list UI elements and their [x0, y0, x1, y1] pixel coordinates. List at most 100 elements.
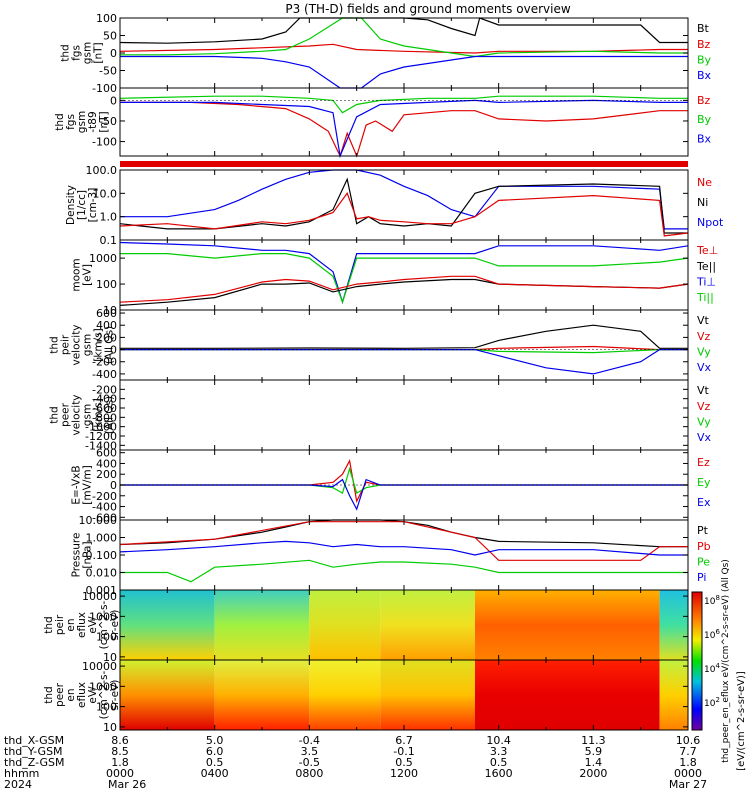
panel-peer-eflux: 10000 1000 100 10 thdpeerenefluxeV/(cm^2-s-s… — [43, 659, 689, 734]
y-tick-label: 0.1 — [100, 234, 118, 247]
y-tick-label: -200 — [92, 383, 117, 396]
y-axis-title-line: fgs — [65, 114, 77, 130]
heatmap-band — [309, 660, 381, 730]
y-tick-label: 10 — [103, 721, 117, 734]
y-axis-title-line: eflux — [76, 682, 88, 708]
x-axis-value: 0400 — [201, 767, 229, 780]
heatmap-band — [475, 590, 660, 660]
y-axis-title: thdfgsgsm[nT] — [60, 42, 105, 64]
x-axis-value: 7.7 — [679, 745, 697, 758]
series-Pb — [119, 521, 688, 561]
legend-Ex: Ex — [697, 496, 711, 509]
y-axis-title-line: gsm — [76, 111, 88, 133]
y-tick-label: -400 — [92, 368, 117, 381]
legend-Vy: Vy — [697, 345, 711, 358]
y-tick-label: 600 — [96, 447, 117, 460]
series-Pe — [120, 559, 688, 583]
legend-Ez: Ez — [697, 456, 710, 469]
y-tick-label: 10000 — [82, 590, 117, 603]
legend-Ti⊥: Ti⊥ — [696, 275, 716, 288]
x-axis-value: Mar 27 — [669, 778, 707, 791]
panel-frame — [119, 519, 689, 591]
y-axis-title-line: thd — [43, 616, 55, 633]
panel-peer-velocity: -200-400-600-800-1000-1200-1400 thdpeerve… — [49, 379, 712, 452]
y-tick-label: -100 — [92, 136, 117, 149]
panel-frame — [119, 239, 689, 311]
series-Ez — [120, 458, 688, 504]
colorbar-tick: 102 — [704, 696, 720, 709]
series-By — [119, 95, 688, 114]
legend-Ey: Ey — [697, 476, 711, 489]
x-row-label: thd_X-GSM — [4, 734, 64, 747]
y-tick-label: 50 — [103, 30, 117, 43]
x-axis-value: -0.5 — [299, 756, 320, 769]
quality-flag-bar — [120, 161, 688, 167]
y-axis-title: thdpeirenefluxeV/(cm^2-s-sr-eV) — [43, 600, 121, 649]
y-tick-label: -50 — [99, 115, 117, 128]
series-Ti|| — [120, 253, 689, 305]
x-axis-value: 1200 — [390, 767, 418, 780]
x-axis-value: 0000 — [106, 767, 134, 780]
y-axis-title: thdpeervelocitygsm[km/s](All Qs) — [49, 394, 116, 435]
heatmap-band — [214, 660, 310, 730]
y-tick-label: 0.010 — [86, 567, 118, 580]
colorbar-tick-exp: 8 — [715, 594, 719, 602]
y-tick-label: -600 — [92, 402, 117, 415]
y-axis-title-line: thd — [49, 406, 61, 423]
y-tick-label: -400 — [92, 393, 117, 406]
y-tick-label: 200 — [96, 331, 117, 344]
heatmap-band — [309, 590, 381, 660]
heatmap-band — [120, 590, 215, 660]
series-Ex — [120, 478, 688, 511]
legend-Vx: Vx — [697, 361, 712, 374]
y-tick-label: 100 — [96, 701, 117, 714]
y-axis-title-line: sr-eV) — [109, 680, 121, 711]
y-axis-title-line: moom — [71, 258, 83, 291]
y-tick-label: 0 — [110, 344, 117, 357]
y-tick-label: 10.000 — [79, 514, 118, 527]
legend-Pe: Pe — [697, 555, 710, 568]
x-axis-value: 0000 — [674, 767, 702, 780]
y-axis-title-line: eflux — [76, 612, 88, 638]
series-Ne — [119, 192, 689, 237]
y-tick-label: 10 — [103, 304, 117, 317]
x-axis-value: 0.5 — [206, 756, 224, 769]
legend-Vz: Vz — [697, 330, 711, 343]
x-axis-value: -0.4 — [299, 734, 320, 747]
panel-frame — [119, 17, 689, 89]
x-axis-value: 1.8 — [679, 756, 697, 769]
y-tick-label: -50 — [99, 65, 117, 78]
panel-frame — [119, 309, 689, 381]
legend-Ne: Ne — [697, 176, 712, 189]
y-axis-title-line: velocity — [71, 324, 83, 365]
panel-fgs: 100 50 0 -50 -100 thdfgsgsm[nT] Bt Bz By Bx — [60, 12, 712, 95]
y-axis-title-line: eV/ — [87, 686, 99, 704]
y-tick-label: 600 — [96, 307, 117, 320]
y-tick-label: 10.0 — [93, 187, 118, 200]
y-tick-label: -200 — [92, 356, 117, 369]
y-axis-title-line: en — [65, 618, 77, 631]
series-Bx — [120, 55, 688, 89]
legend-Bx: Bx — [697, 69, 712, 82]
panel-pressure: 10.0001.0000.1000.0100.001Pressure[nPa]P… — [71, 514, 711, 597]
x-axis-value: 8.6 — [111, 734, 129, 747]
series-Bz — [119, 43, 688, 54]
y-axis-title-line: [nT] — [93, 42, 105, 63]
y-axis-title: E=-VxB[mV/m] — [71, 465, 94, 504]
panel-frame — [119, 87, 689, 157]
y-tick-label: 400 — [96, 457, 117, 470]
series-Vx — [120, 349, 688, 375]
y-tick-label: 10 — [103, 651, 117, 664]
x-axis-value: 0.5 — [395, 756, 413, 769]
y-axis-title-line: peir — [60, 334, 72, 355]
legend-Bz: Bz — [697, 38, 711, 51]
panel-fgs-t89: 0 -50 -100 thdfgsgsm-t89[nT] Bz By Bx — [54, 87, 712, 159]
y-axis-title-line: peir — [54, 614, 66, 635]
colorbar-scale — [691, 591, 703, 731]
y-axis-title-line: [cm-3] — [87, 188, 99, 223]
y-axis-title-line: (cm^2-s- — [98, 600, 110, 649]
colorbar-tick: 106 — [704, 628, 720, 641]
y-tick-label: 400 — [96, 319, 117, 332]
legend-Npot: Npot — [697, 216, 724, 229]
